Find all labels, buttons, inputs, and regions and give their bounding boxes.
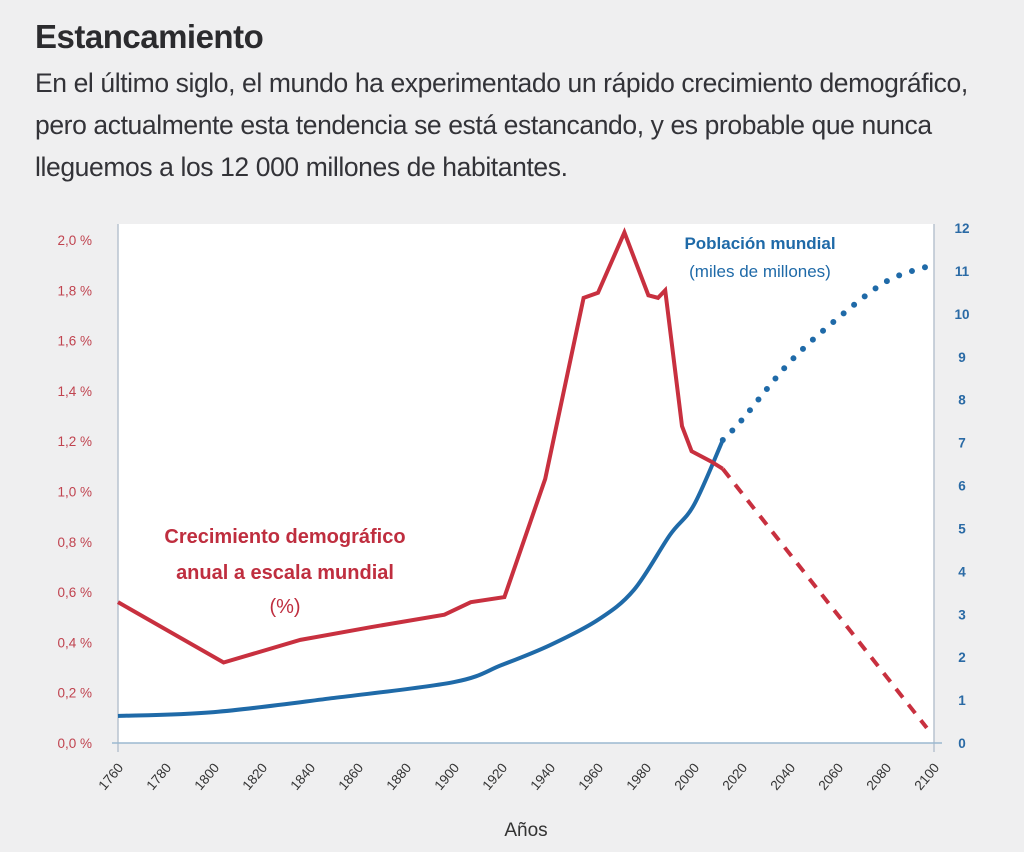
x-axis-tick-label: 1860 [335, 760, 366, 793]
population-annotation-line2: (miles de millones) [689, 262, 831, 281]
growth-annotation-line1: Crecimiento demográfico [164, 526, 405, 548]
population-series-dotted [719, 263, 930, 444]
right-axis-tick-label: 5 [958, 521, 966, 536]
left-axis-tick-label: 0,8 % [57, 535, 92, 550]
x-axis-tick-label: 1840 [287, 760, 318, 793]
x-axis-tick-label: 1760 [95, 760, 126, 793]
right-axis-tick-label: 10 [954, 307, 969, 322]
left-axis-tick-label: 0,4 % [57, 635, 92, 650]
left-axis-tick-label: 1,0 % [57, 485, 92, 500]
left-axis-tick-label: 0,2 % [57, 686, 92, 701]
x-axis-tick-label: 2020 [719, 760, 750, 793]
x-axis-tick-label: 2100 [911, 760, 942, 793]
left-axis-tick-label: 0,0 % [57, 736, 92, 751]
x-axis-tick-label: 1920 [479, 760, 510, 793]
right-axis-tick-label: 7 [958, 436, 966, 451]
left-axis-tick-label: 1,4 % [57, 384, 92, 399]
left-axis-tick-label: 1,8 % [57, 283, 92, 298]
right-axis-tick-label: 3 [958, 607, 966, 622]
growth-series-solid [117, 227, 724, 665]
population-annotation-line1: Población mundial [684, 234, 835, 253]
right-axis-tick-label: 1 [958, 693, 966, 708]
left-axis-tick-label: 1,2 % [57, 434, 92, 449]
plot-area [118, 224, 934, 743]
x-axis-tick-label: 2080 [863, 760, 894, 793]
x-axis-tick-label: 1800 [191, 760, 222, 793]
x-axis-tick-label: 1780 [143, 760, 174, 793]
right-axis-tick-label: 4 [958, 564, 966, 579]
x-axis-label: Años [504, 820, 547, 841]
chart-title: Estancamiento [35, 18, 264, 55]
left-axis-tick-label: 0,6 % [57, 585, 92, 600]
x-axis-tick-label: 1880 [383, 760, 414, 793]
left-axis-tick-label: 2,0 % [57, 233, 92, 248]
right-axis-tick-label: 8 [958, 393, 966, 408]
right-axis-tick-label: 6 [958, 479, 966, 494]
x-axis-tick-label: 1940 [527, 760, 558, 793]
population-series-solid [117, 439, 725, 718]
growth-annotation-line3: (%) [269, 596, 300, 618]
x-axis-tick-label: 1980 [623, 760, 654, 793]
x-axis-tick-label: 2040 [767, 760, 798, 793]
growth-annotation-line2: anual a escala mundial [176, 562, 394, 584]
right-axis-tick-label: 12 [954, 221, 969, 236]
right-axis-tick-label: 9 [958, 350, 966, 365]
chart-subtitle: En el último siglo, el mundo ha experime… [35, 68, 968, 182]
growth-series-dashed [721, 467, 929, 730]
x-axis-tick-label: 1900 [431, 760, 462, 793]
right-axis-tick-label: 11 [955, 264, 970, 279]
x-axis-tick-label: 1820 [239, 760, 270, 793]
right-axis-tick-label: 2 [958, 650, 966, 665]
x-axis-tick-label: 2000 [671, 760, 702, 793]
x-axis-tick-label: 2060 [815, 760, 846, 793]
left-axis-tick-label: 1,6 % [57, 334, 92, 349]
right-axis-tick-label: 0 [958, 736, 966, 751]
x-axis-tick-label: 1960 [575, 760, 606, 793]
